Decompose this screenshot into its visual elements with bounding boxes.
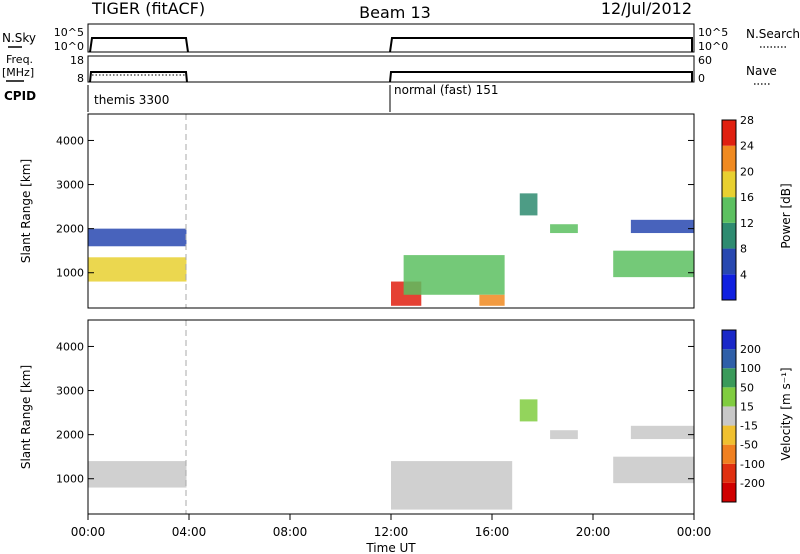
power-panel: 1000 2000 3000 4000 Slant Range [km] xyxy=(19,113,695,309)
velocity-heatmap-cells xyxy=(88,399,694,510)
power-colorbar-tick-0: 4 xyxy=(740,268,747,281)
nsky-tick-top: 10^5 xyxy=(54,26,84,39)
velocity-colorbar-seg-6 xyxy=(722,368,736,388)
power-region-0 xyxy=(88,257,187,282)
nave-tick-top: 60 xyxy=(698,54,712,67)
power-colorbar-label: Power [dB] xyxy=(779,183,793,248)
velocity-colorbar-label: Velocity [m s⁻¹] xyxy=(779,367,793,460)
xtick-label-1: 04:00 xyxy=(172,525,207,539)
date-title: 12/Jul/2012 xyxy=(601,0,692,18)
velocity-region-0 xyxy=(88,461,187,488)
power-y-axis-label: Slant Range [km] xyxy=(19,159,33,263)
power-region-7 xyxy=(613,250,694,278)
cpid-label: CPID xyxy=(4,89,36,103)
xtick-label-3: 12:00 xyxy=(374,525,409,539)
velocity-panel: 1000 2000 3000 4000 Slant Range [km] xyxy=(19,319,695,515)
xtick-label-6: 00:00 xyxy=(677,525,712,539)
velocity-colorbar: 200 100 50 15 -15 -50 -100 -200 xyxy=(721,329,765,503)
velocity-ytick-label-2: 3000 xyxy=(56,385,84,398)
power-colorbar-tick-5: 24 xyxy=(740,140,754,153)
velocity-region-5 xyxy=(630,425,694,440)
xtick-label-4: 16:00 xyxy=(475,525,510,539)
power-ytick-label-2: 3000 xyxy=(56,179,84,192)
power-colorbar-seg-6 xyxy=(722,120,736,146)
freq-trace xyxy=(89,71,693,83)
nave-tick-bottom: 0 xyxy=(698,72,705,85)
velocity-colorbar-seg-8 xyxy=(722,330,736,350)
power-colorbar-tick-4: 20 xyxy=(740,165,754,178)
power-colorbar-seg-0 xyxy=(722,274,736,300)
power-colorbar-seg-3 xyxy=(722,197,736,223)
velocity-colorbar-tick-3: 15 xyxy=(740,400,754,413)
cpid-segment-1: themis 3300 xyxy=(94,93,169,107)
velocity-colorbar-tick-4: -15 xyxy=(740,420,758,433)
power-region-1 xyxy=(88,228,187,247)
velocity-region-2 xyxy=(519,399,538,422)
power-plot-border xyxy=(87,113,695,309)
power-ytick-label-1: 2000 xyxy=(56,223,84,236)
velocity-region-4 xyxy=(613,456,694,484)
velocity-colorbar-seg-7 xyxy=(722,349,736,369)
freq-tick-top: 18 xyxy=(70,54,84,67)
power-colorbar-tick-1: 8 xyxy=(740,243,747,256)
nave-label: Nave xyxy=(746,64,777,78)
velocity-ytick-label-0: 1000 xyxy=(56,473,84,486)
power-region-3 xyxy=(403,255,505,295)
nsearch-tick-top: 10^5 xyxy=(698,26,728,39)
nsearch-tick-bottom: 10^0 xyxy=(698,40,728,53)
xtick-label-5: 20:00 xyxy=(576,525,611,539)
velocity-colorbar-seg-1 xyxy=(722,463,736,483)
velocity-colorbar-tick-0: 200 xyxy=(740,343,761,356)
xtick-label-0: 00:00 xyxy=(71,525,106,539)
power-colorbar-seg-2 xyxy=(722,222,736,249)
velocity-region-1 xyxy=(391,461,513,510)
xtick-label-2: 08:00 xyxy=(273,525,308,539)
beam-title: Beam 13 xyxy=(359,3,431,22)
power-colorbar-tick-2: 12 xyxy=(740,217,754,230)
freq-label: Freq. xyxy=(6,53,33,66)
velocity-colorbar-tick-7: -200 xyxy=(740,477,765,490)
velocity-colorbar-seg-3 xyxy=(722,425,736,445)
velocity-ytick-label-1: 2000 xyxy=(56,429,84,442)
nsky-tick-bottom: 10^0 xyxy=(54,40,84,53)
velocity-ytick-label-3: 4000 xyxy=(56,340,84,353)
power-colorbar-tick-3: 16 xyxy=(740,191,754,204)
nsky-trace xyxy=(89,37,693,53)
power-colorbar: 4 8 12 16 20 24 28 xyxy=(721,114,754,301)
velocity-y-ticks: 1000 2000 3000 4000 xyxy=(56,340,694,486)
nsky-label: N.Sky xyxy=(2,31,36,45)
power-colorbar-seg-4 xyxy=(722,171,736,198)
velocity-colorbar-tick-6: -100 xyxy=(740,458,765,471)
freq-tick-bottom: 8 xyxy=(77,72,84,85)
velocity-colorbar-frame xyxy=(721,329,737,503)
power-region-8 xyxy=(630,219,694,234)
power-colorbar-tick-6: 28 xyxy=(740,114,754,127)
velocity-colorbar-tick-2: 50 xyxy=(740,381,754,394)
power-region-5 xyxy=(519,193,538,216)
velocity-colorbar-tick-1: 100 xyxy=(740,362,761,375)
x-axis-label: Time UT xyxy=(365,541,416,554)
time-axis: 00:00 04:00 08:00 12:00 16:00 20:00 00:00 xyxy=(71,514,712,539)
velocity-colorbar-tick-5: -50 xyxy=(740,439,758,452)
power-colorbar-seg-1 xyxy=(722,248,736,275)
station-title: TIGER (fitACF) xyxy=(91,0,205,18)
velocity-y-axis-label: Slant Range [km] xyxy=(19,365,33,469)
power-colorbar-seg-5 xyxy=(722,145,736,172)
power-ytick-label-3: 4000 xyxy=(56,134,84,147)
power-region-6 xyxy=(550,224,578,234)
freq-unit-label: [MHz] xyxy=(2,66,34,79)
power-heatmap-cells xyxy=(88,193,694,306)
power-region-4 xyxy=(479,294,505,306)
velocity-colorbar-seg-5 xyxy=(722,387,736,407)
velocity-colorbar-seg-0 xyxy=(722,482,736,502)
velocity-region-3 xyxy=(550,430,578,440)
power-y-ticks: 1000 2000 3000 4000 xyxy=(56,134,694,280)
nsearch-label: N.Search xyxy=(746,27,800,41)
velocity-colorbar-seg-4 xyxy=(722,406,736,426)
power-ytick-label-0: 1000 xyxy=(56,267,84,280)
velocity-colorbar-seg-2 xyxy=(722,444,736,464)
cpid-segment-2: normal (fast) 151 xyxy=(394,83,498,97)
power-colorbar-frame xyxy=(721,119,737,301)
